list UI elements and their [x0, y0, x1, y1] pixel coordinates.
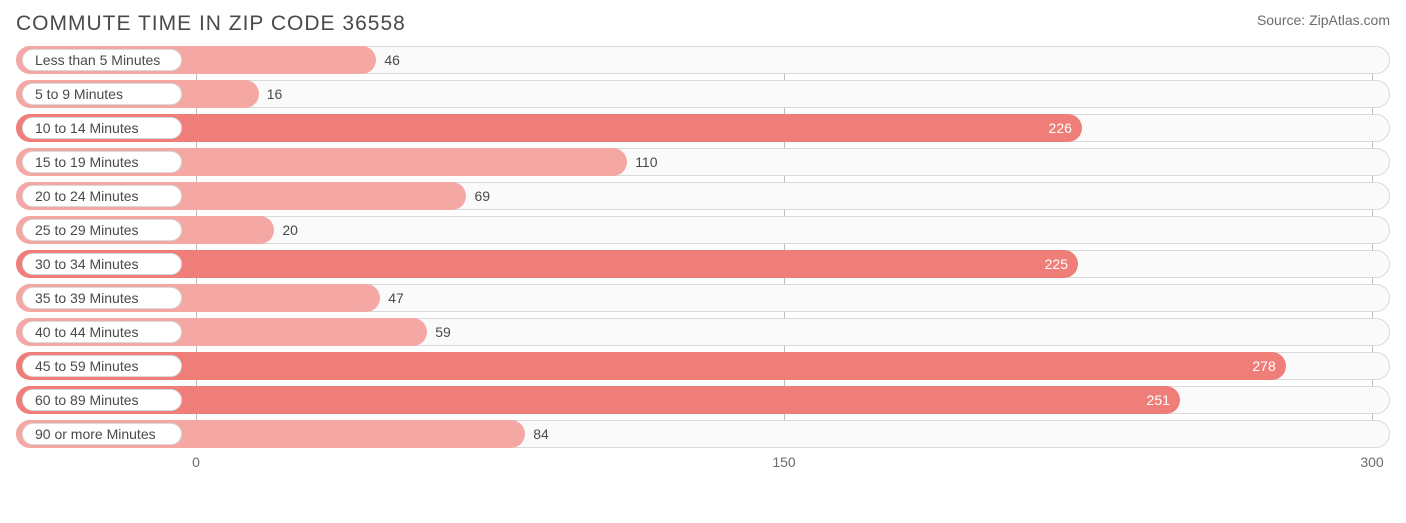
bar-value: 225 — [1045, 256, 1068, 272]
bar-row: 20 to 24 Minutes 69 — [16, 182, 1390, 210]
bar-value: 69 — [466, 182, 490, 210]
bar-value: 20 — [274, 216, 298, 244]
x-axis-tick: 0 — [192, 454, 200, 470]
bar-category-label: 90 or more Minutes — [22, 423, 182, 445]
plot-area: Less than 5 Minutes 46 5 to 9 Minutes 16 226… — [16, 46, 1390, 448]
bar-value: 251 — [1147, 392, 1170, 408]
bar-value: 110 — [627, 148, 657, 176]
chart-title: COMMUTE TIME IN ZIP CODE 36558 — [16, 12, 406, 36]
x-axis-tick: 150 — [772, 454, 795, 470]
chart-source: Source: ZipAtlas.com — [1257, 12, 1390, 28]
chart-header: COMMUTE TIME IN ZIP CODE 36558 Source: Z… — [16, 12, 1390, 36]
bar-category-label: 10 to 14 Minutes — [22, 117, 182, 139]
bar-value: 84 — [525, 420, 549, 448]
bar-category-label: 60 to 89 Minutes — [22, 389, 182, 411]
bar-row: 35 to 39 Minutes 47 — [16, 284, 1390, 312]
bar-row: 90 or more Minutes 84 — [16, 420, 1390, 448]
bar-row: 15 to 19 Minutes 110 — [16, 148, 1390, 176]
bar-row: 251 60 to 89 Minutes — [16, 386, 1390, 414]
bar-value: 59 — [427, 318, 451, 346]
bar-category-label: 45 to 59 Minutes — [22, 355, 182, 377]
bar-value: 47 — [380, 284, 404, 312]
bar-value: 46 — [376, 46, 400, 74]
bar-category-label: 40 to 44 Minutes — [22, 321, 182, 343]
chart-container: COMMUTE TIME IN ZIP CODE 36558 Source: Z… — [0, 0, 1406, 523]
bar-row: 225 30 to 34 Minutes — [16, 250, 1390, 278]
bar-category-label: 25 to 29 Minutes — [22, 219, 182, 241]
bar-row: 25 to 29 Minutes 20 — [16, 216, 1390, 244]
bar-category-label: 35 to 39 Minutes — [22, 287, 182, 309]
bar-fill: 251 — [16, 386, 1180, 414]
bar-category-label: 20 to 24 Minutes — [22, 185, 182, 207]
bar-row: 278 45 to 59 Minutes — [16, 352, 1390, 380]
bar-category-label: 30 to 34 Minutes — [22, 253, 182, 275]
bar-fill: 278 — [16, 352, 1286, 380]
bar-category-label: Less than 5 Minutes — [22, 49, 182, 71]
x-axis-tick: 300 — [1360, 454, 1383, 470]
bar-value: 226 — [1049, 120, 1072, 136]
bar-row: 40 to 44 Minutes 59 — [16, 318, 1390, 346]
bar-value: 278 — [1252, 358, 1275, 374]
bar-row: 226 10 to 14 Minutes — [16, 114, 1390, 142]
bar-row: 5 to 9 Minutes 16 — [16, 80, 1390, 108]
bar-category-label: 15 to 19 Minutes — [22, 151, 182, 173]
bar-value: 16 — [259, 80, 283, 108]
x-axis: 0 150 300 — [16, 454, 1390, 478]
bar-row: Less than 5 Minutes 46 — [16, 46, 1390, 74]
bar-category-label: 5 to 9 Minutes — [22, 83, 182, 105]
